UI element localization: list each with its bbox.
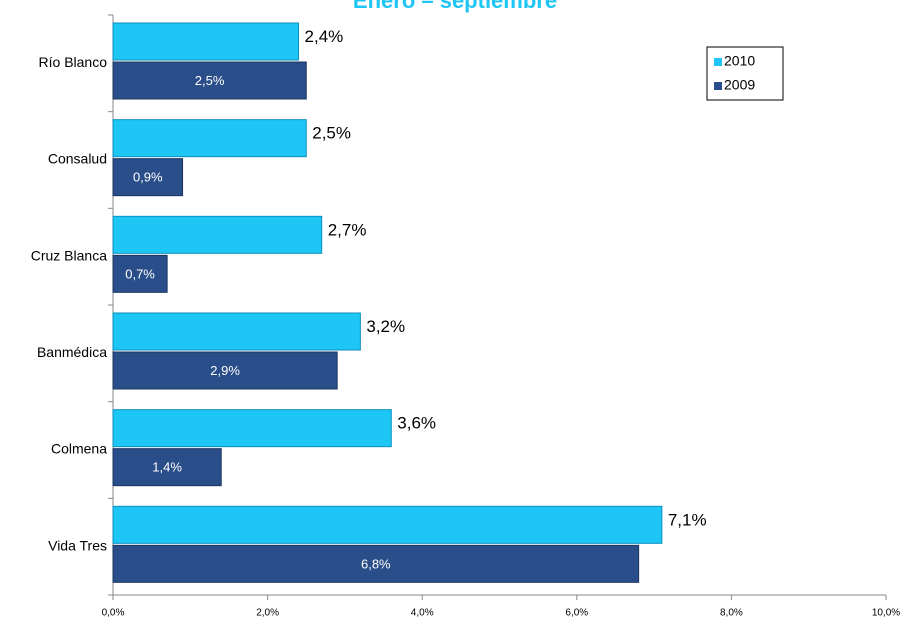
value-label: 2,5% <box>312 124 351 143</box>
bar <box>112 22 300 61</box>
legend-box <box>706 46 784 101</box>
value-label: 2,9% <box>210 363 240 378</box>
value-label: 6,8% <box>361 556 391 571</box>
bar <box>112 448 222 487</box>
x-tick-label: 2,0% <box>256 608 279 619</box>
x-tick-label: 10,0% <box>872 608 900 619</box>
bar <box>112 505 663 544</box>
x-tick-label: 0,0% <box>102 608 125 619</box>
value-label: 2,5% <box>195 73 225 88</box>
bar <box>112 544 640 583</box>
y-tick-label: Banmédica <box>37 344 107 360</box>
x-tick-label: 4,0% <box>411 608 434 619</box>
value-label: 3,6% <box>397 414 436 433</box>
y-tick-label: Consalud <box>48 151 107 167</box>
value-label: 2,7% <box>328 220 367 239</box>
x-tick-label: 8,0% <box>720 608 743 619</box>
y-tick-label: Colmena <box>51 441 107 457</box>
bar <box>112 215 323 254</box>
legend: 2010 2009 <box>706 46 784 101</box>
value-label: 7,1% <box>668 510 707 529</box>
legend-label: 2009 <box>724 77 755 93</box>
value-label: 2,4% <box>305 27 344 46</box>
legend-label: 2010 <box>724 53 755 69</box>
chart-title: Enero – septiembre <box>353 0 557 13</box>
bar <box>112 158 184 197</box>
bar <box>112 351 338 390</box>
legend-swatch <box>714 58 722 66</box>
bar <box>112 409 392 448</box>
x-tick-label: 6,0% <box>565 608 588 619</box>
bar <box>112 61 307 100</box>
bar <box>112 312 361 351</box>
bar <box>112 254 168 293</box>
value-label: 0,7% <box>125 266 155 281</box>
y-tick-label: Cruz Blanca <box>31 247 107 263</box>
value-label: 0,9% <box>133 170 163 185</box>
y-tick-label: Río Blanco <box>39 54 108 70</box>
bar <box>112 119 307 158</box>
value-label: 3,2% <box>366 317 405 336</box>
legend-swatch <box>714 82 722 90</box>
y-tick-label: Vida Tres <box>48 537 107 553</box>
value-label: 1,4% <box>152 460 182 475</box>
